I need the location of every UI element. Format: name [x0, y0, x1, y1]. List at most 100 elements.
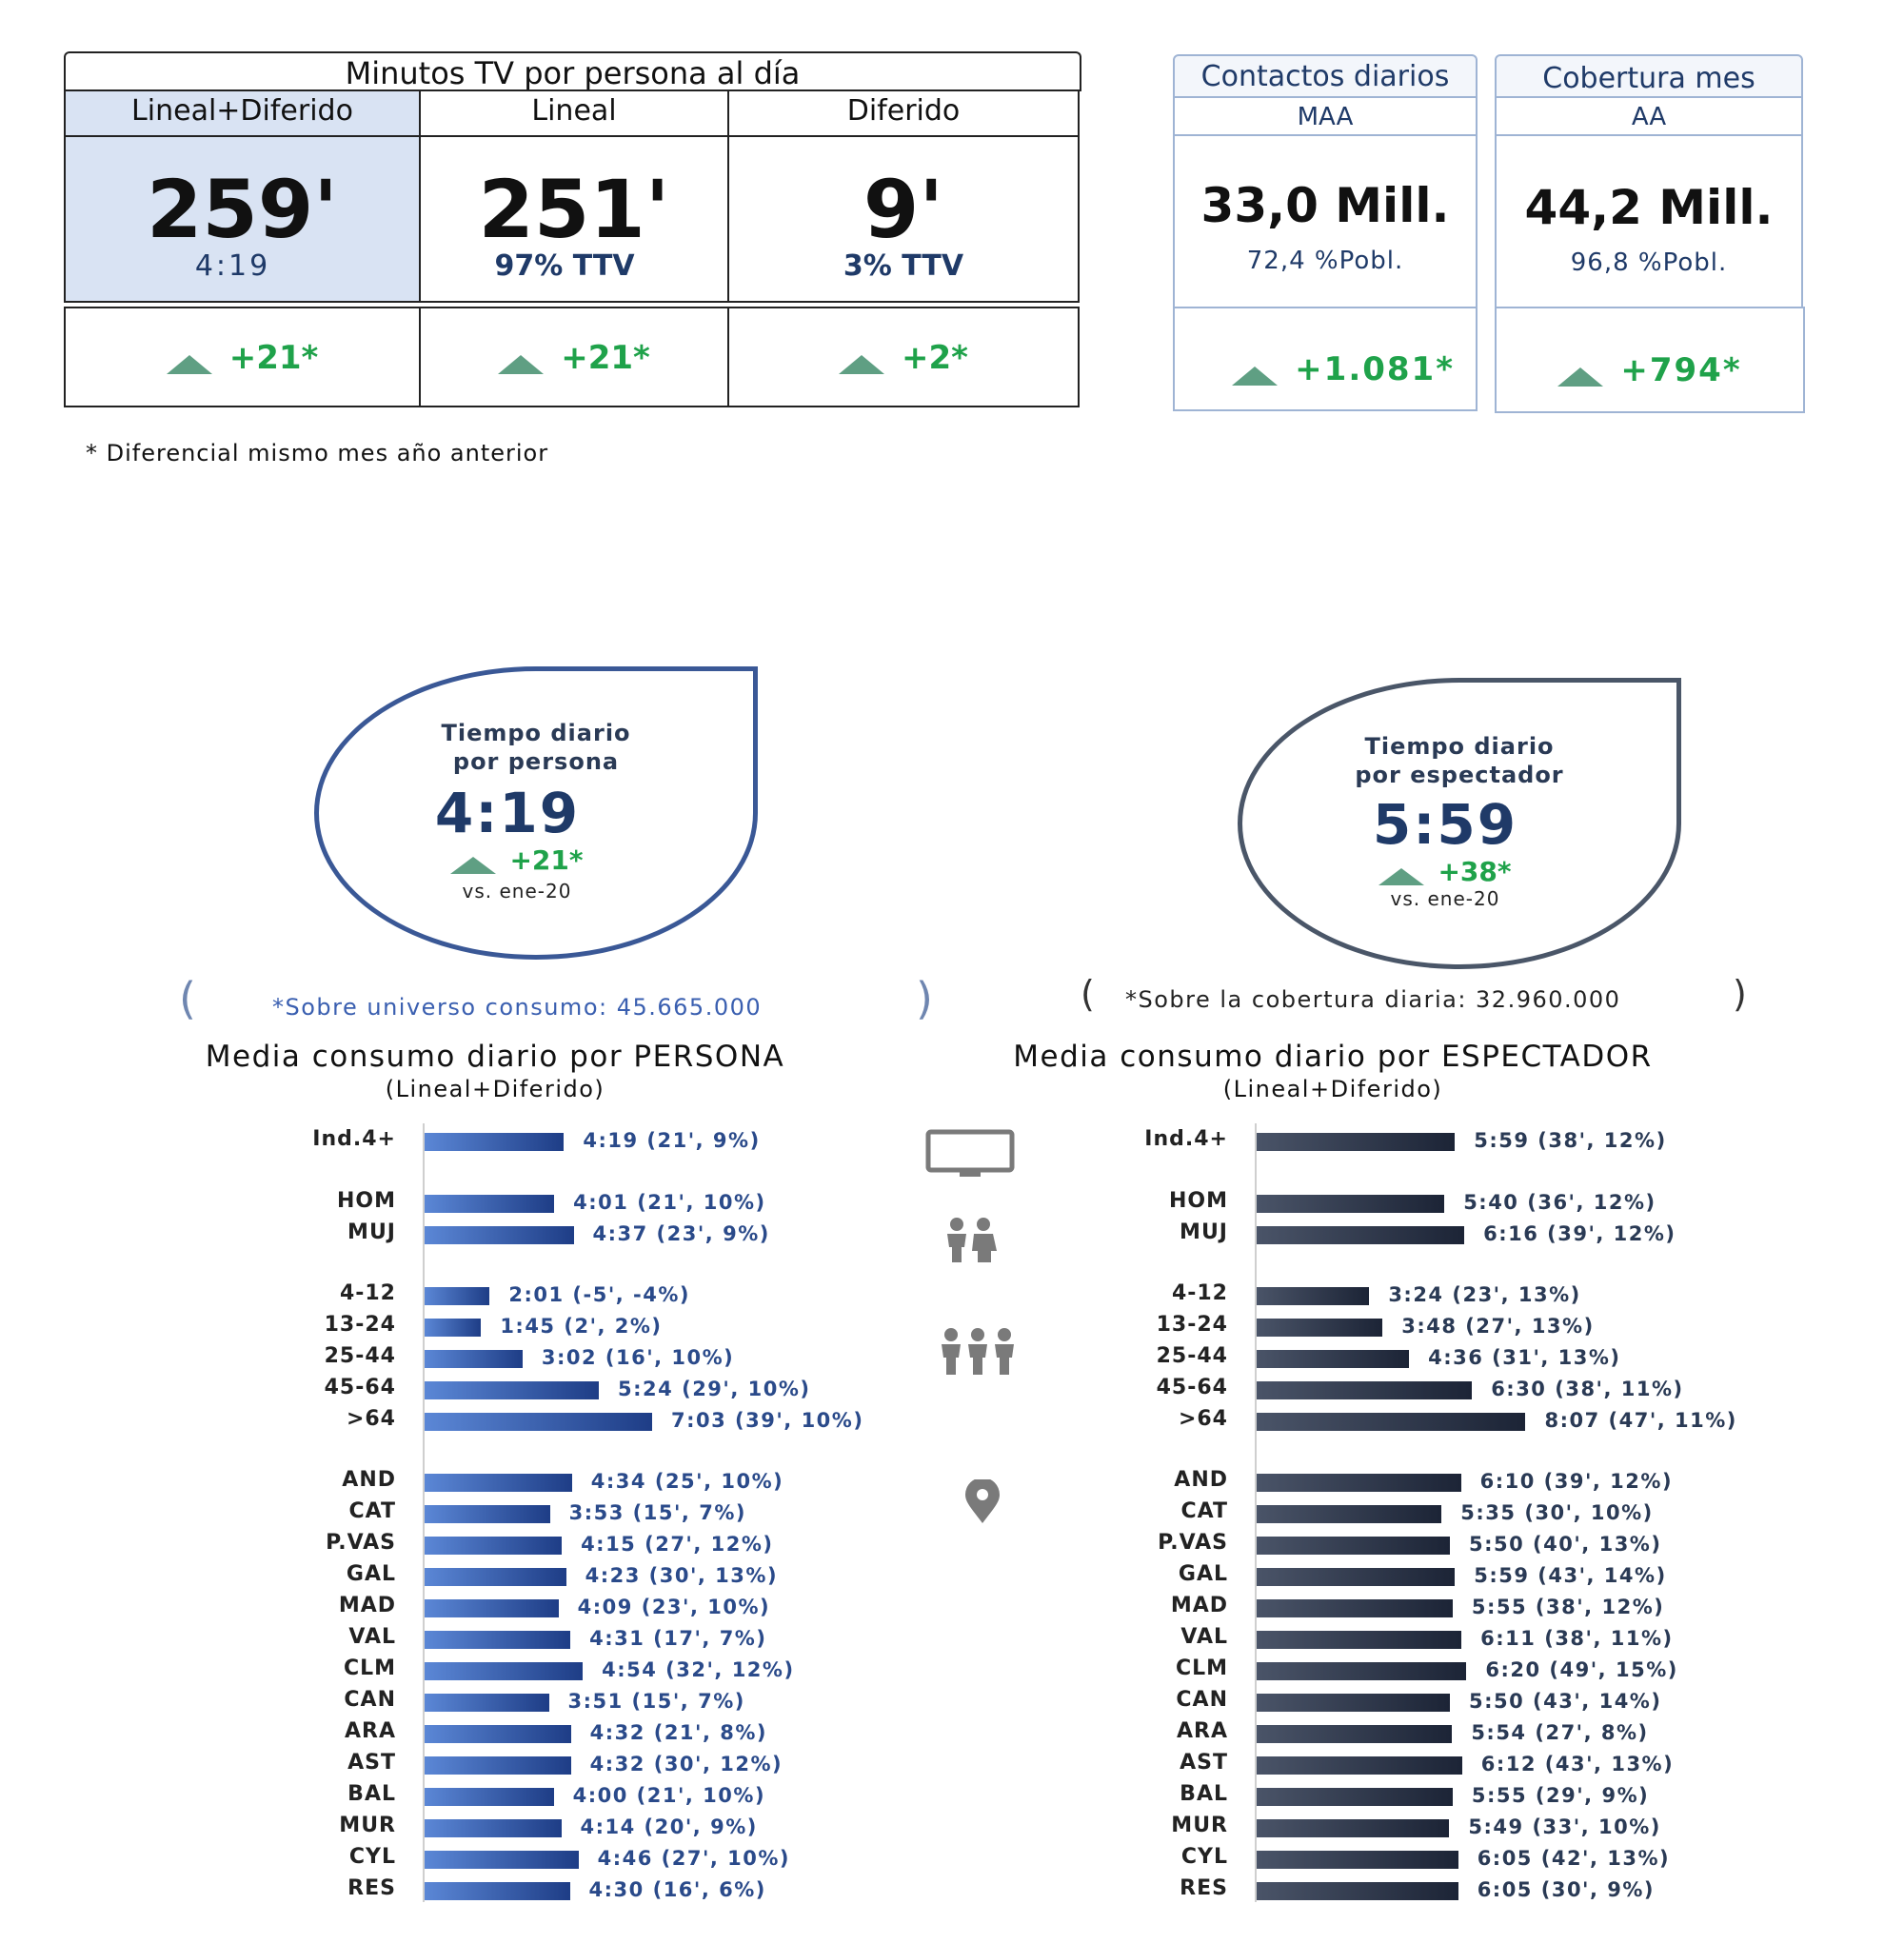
data-label: 6:05 (42', 13%) [1477, 1847, 1671, 1870]
kpi-value: 259' [146, 163, 339, 256]
bar [1257, 1505, 1442, 1523]
data-label: 6:30 (38', 11%) [1491, 1378, 1684, 1400]
bar [1257, 1195, 1445, 1213]
data-label: 4:32 (21', 8%) [589, 1721, 768, 1744]
up-triangle-icon [839, 354, 885, 374]
category-label: ARA [1177, 1719, 1228, 1743]
reach-title-contactos: Contactos diarios [1173, 54, 1478, 98]
category-label: RES [347, 1876, 396, 1900]
axis-persona [423, 1123, 425, 1902]
category-label: >64 [1178, 1407, 1228, 1431]
kpi-delta: +2* [902, 339, 968, 377]
bubble-espectador: Tiempo diario por espectador 5:59 +38* v… [1238, 678, 1681, 969]
reach-delta-cell-2: +794* [1495, 307, 1805, 413]
data-label: 6:16 (39', 12%) [1483, 1222, 1676, 1245]
data-label: 4:46 (27', 10%) [597, 1847, 791, 1870]
bar [1257, 1568, 1456, 1586]
category-label: GAL [1178, 1562, 1228, 1586]
bubble-vs: vs. ene-20 [1390, 887, 1500, 910]
note-universo: *Sobre universo consumo: 45.665.000 [272, 994, 763, 1021]
bubble-delta: +38* [1438, 856, 1512, 887]
up-triangle-icon [166, 354, 212, 374]
data-label: 5:59 (38', 12%) [1474, 1129, 1667, 1152]
bar [1257, 1381, 1473, 1399]
bracket-left: ( [179, 973, 196, 1024]
category-label: MAD [1170, 1594, 1228, 1617]
bar [1257, 1819, 1450, 1837]
data-label: 4:00 (21', 10%) [572, 1784, 766, 1807]
category-label: MUJ [1180, 1220, 1228, 1244]
category-label: AND [1174, 1468, 1228, 1492]
bubble-value: 4:19 [434, 781, 581, 845]
data-label: 4:32 (30', 12%) [589, 1753, 783, 1775]
kpi-value-cell-2: 251' 97% TTV [419, 135, 729, 303]
category-label: ARA [345, 1719, 396, 1743]
category-label: MUJ [347, 1220, 396, 1244]
category-label: Ind.4+ [1144, 1127, 1228, 1151]
bar [425, 1287, 490, 1305]
category-label: AST [347, 1751, 396, 1775]
category-label: Ind.4+ [312, 1127, 396, 1151]
reach-title-cobertura: Cobertura mes [1495, 54, 1803, 98]
data-label: 4:23 (30', 13%) [585, 1564, 779, 1587]
data-label: 4:14 (20', 9%) [580, 1815, 758, 1838]
up-triangle-icon [1232, 366, 1279, 386]
bar [425, 1505, 550, 1523]
bar [425, 1631, 571, 1649]
bar [425, 1694, 549, 1712]
reach-value: 33,0 Mill. [1200, 178, 1450, 233]
reach-delta-cell-1: +1.081* [1173, 307, 1478, 411]
bar [425, 1599, 559, 1617]
bar [425, 1226, 574, 1244]
bar [1257, 1226, 1465, 1244]
category-label: MUR [1171, 1814, 1228, 1837]
bubble-title: por espectador [1355, 762, 1564, 788]
kpi-footnote: * Diferencial mismo mes año anterior [86, 440, 549, 466]
note-cobertura: *Sobre la cobertura diaria: 32.960.000 [1125, 986, 1621, 1013]
category-label: HOM [336, 1189, 396, 1213]
kpi-title: Minutos TV por persona al día [64, 51, 1081, 91]
bar [425, 1756, 571, 1775]
kpi-value-cell-3: 9' 3% TTV [727, 135, 1080, 303]
data-label: 5:54 (27', 8%) [1471, 1721, 1649, 1744]
category-label: 25-44 [324, 1344, 396, 1368]
data-label: 5:24 (29', 10%) [618, 1378, 811, 1400]
bar [425, 1568, 566, 1586]
tv-icon [925, 1129, 1015, 1177]
bracket-left: ( [1081, 973, 1095, 1015]
bar [1257, 1882, 1458, 1900]
bar [425, 1851, 579, 1869]
category-label: HOM [1168, 1189, 1228, 1213]
bar [1257, 1756, 1462, 1775]
data-label: 2:01 (-5', -4%) [508, 1283, 691, 1306]
data-label: 4:01 (21', 10%) [573, 1191, 766, 1214]
kpi-value: 251' [478, 163, 670, 256]
data-label: 4:15 (27', 12%) [581, 1533, 774, 1556]
category-label: 25-44 [1156, 1344, 1228, 1368]
data-label: 6:11 (38', 11%) [1480, 1627, 1674, 1650]
reach-value: 44,2 Mill. [1524, 180, 1774, 235]
bar [425, 1133, 565, 1151]
data-label: 5:55 (38', 12%) [1471, 1596, 1665, 1618]
bar [1257, 1662, 1467, 1680]
category-label: CAT [1180, 1499, 1228, 1523]
bar [1257, 1788, 1453, 1806]
category-label: CYL [348, 1845, 396, 1869]
data-label: 7:03 (39', 10%) [670, 1409, 864, 1432]
data-label: 3:51 (15', 7%) [567, 1690, 745, 1713]
kpi-delta: +21* [228, 339, 319, 377]
data-label: 8:07 (47', 11%) [1544, 1409, 1737, 1432]
category-label: MUR [339, 1814, 396, 1837]
category-label: CLM [1175, 1656, 1228, 1680]
up-triangle-icon [1557, 367, 1604, 387]
bar [425, 1725, 571, 1743]
bar [425, 1788, 554, 1806]
category-label: CAN [344, 1688, 396, 1712]
category-label: BAL [347, 1782, 396, 1806]
data-label: 3:48 (27', 13%) [1401, 1315, 1595, 1338]
data-label: 6:20 (49', 15%) [1485, 1658, 1678, 1681]
bar [1257, 1133, 1456, 1151]
axis-espectador [1255, 1123, 1257, 1902]
up-triangle-icon [498, 354, 545, 374]
bar [425, 1882, 570, 1900]
